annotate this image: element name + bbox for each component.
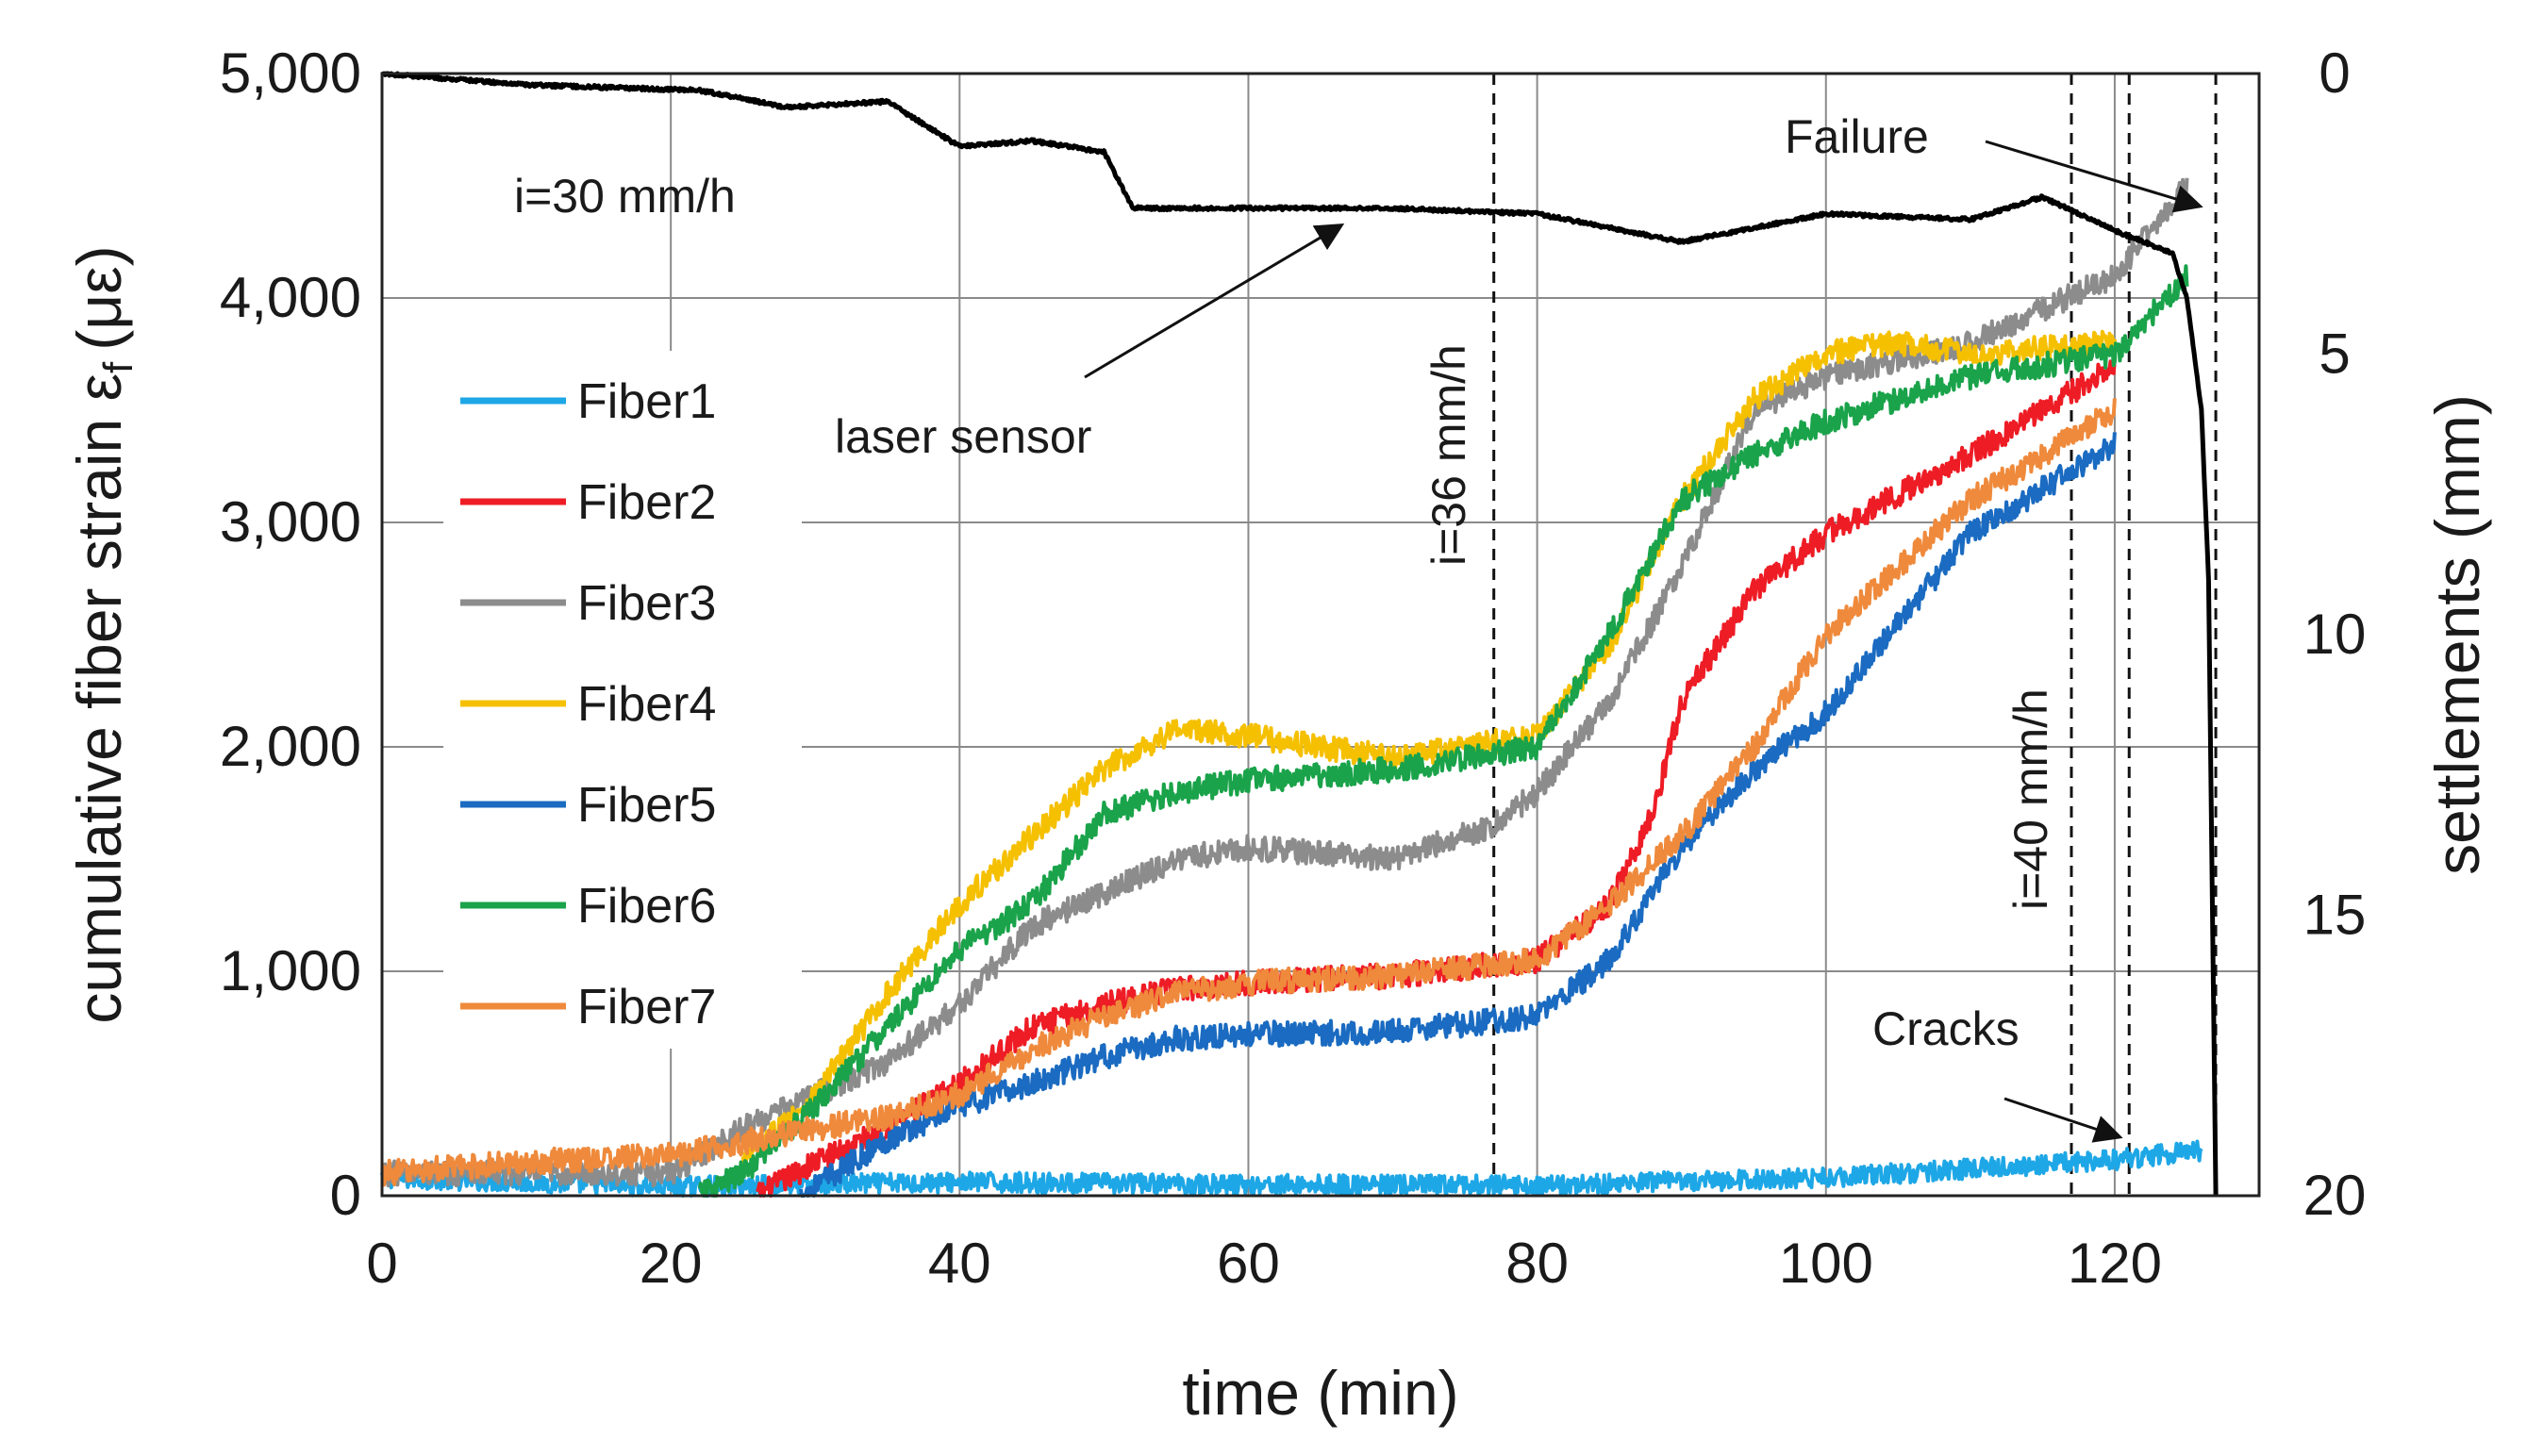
y-tick-label-1: 1,000 (220, 939, 361, 1002)
x-tick-label-3: 60 (1217, 1232, 1280, 1295)
y2-axis-title: settlements (mm) (2422, 394, 2492, 875)
rate-label-36: i=36 mm/h (1422, 344, 1475, 566)
data-series (380, 71, 2219, 1198)
legend-label-fiber4: Fiber4 (577, 677, 716, 732)
series-line-fiber7 (380, 398, 2117, 1187)
series-line-fiber4 (740, 329, 2117, 1166)
series-line-fiber1 (380, 1139, 2203, 1198)
legend-label-fiber3: Fiber3 (577, 576, 716, 631)
y2-tick-label-3: 15 (2303, 884, 2367, 947)
x-tick-label-0: 0 (366, 1232, 397, 1295)
x-axis-title: time (min) (1182, 1358, 1458, 1428)
laser-sensor-label: laser sensor (835, 410, 1091, 463)
x-tick-label-6: 120 (2068, 1232, 2162, 1295)
cracks-label: Cracks (1872, 1002, 2020, 1055)
failure-label: Failure (1785, 110, 1929, 163)
y-axis-title-main: cumulative fiber strain ε (64, 373, 134, 1024)
x-axis-ticks: 0 20 40 60 80 100 120 (366, 1232, 2162, 1295)
series-line-fiber3 (380, 177, 2189, 1188)
y2-tick-label-0: 0 (2319, 41, 2350, 105)
y-axis-title-unit: (με) (64, 245, 134, 350)
y2-tick-label-1: 5 (2319, 323, 2350, 386)
y-axis-title: cumulative fiber strain εf (με) (64, 245, 141, 1023)
x-tick-label-2: 40 (928, 1232, 991, 1295)
legend-background (443, 351, 802, 1049)
cracks-arrow (2003, 1097, 2123, 1143)
series-line-fiber5 (798, 432, 2117, 1198)
legend-label-fiber2: Fiber2 (577, 475, 716, 530)
x-tick-label-4: 80 (1505, 1232, 1569, 1295)
y2-axis-ticks: 0 5 10 15 20 (2303, 41, 2367, 1227)
legend: Fiber1 Fiber2 Fiber3 Fiber4 Fiber5 Fiber6 Fibe… (443, 351, 802, 1049)
y-tick-label-3: 3,000 (220, 490, 361, 554)
y-tick-label-0: 0 (330, 1164, 361, 1227)
rate-label-30: i=30 mm/h (514, 170, 736, 223)
legend-label-fiber7: Fiber7 (577, 980, 716, 1034)
legend-label-fiber1: Fiber1 (577, 374, 716, 429)
laser-sensor-arrow (1084, 223, 1345, 379)
y-tick-label-2: 2,000 (220, 715, 361, 778)
series-line-fiber6 (697, 264, 2189, 1198)
y2-tick-label-2: 10 (2303, 603, 2367, 666)
failure-arrow (1985, 140, 2203, 213)
y2-tick-label-4: 20 (2303, 1164, 2367, 1227)
x-tick-label-1: 20 (640, 1232, 703, 1295)
rate-label-40: i=40 mm/h (2004, 688, 2057, 910)
y-axis-ticks: 0 1,000 2,000 3,000 4,000 5,000 (220, 41, 361, 1227)
y-tick-label-4: 4,000 (220, 266, 361, 329)
x-tick-label-5: 100 (1779, 1232, 1873, 1295)
plot-frame (380, 72, 2261, 1198)
legend-label-fiber5: Fiber5 (577, 778, 716, 833)
legend-label-fiber6: Fiber6 (577, 879, 716, 934)
y-axis-title-subscript: f (95, 361, 141, 373)
y-tick-label-5: 5,000 (220, 41, 361, 105)
series-line-laser-sensor (380, 71, 2219, 1197)
